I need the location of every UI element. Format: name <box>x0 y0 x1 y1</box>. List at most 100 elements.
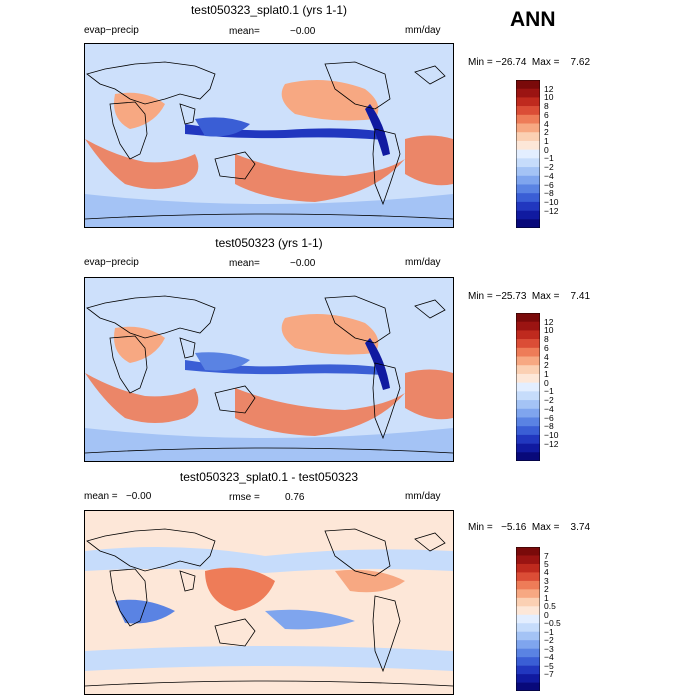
panel-2-map <box>84 277 454 462</box>
colorbar-tick-label: −5 <box>544 660 554 671</box>
panel-2-min-max: Min = −25.73 Max = 7.41 <box>468 291 591 302</box>
colorbar-swatch <box>516 114 540 124</box>
colorbar-tick-label: 2 <box>544 584 549 595</box>
panel-3-rmse-value: 0.76 <box>285 492 305 503</box>
colorbar-swatch <box>516 391 540 401</box>
colorbar-swatch <box>516 657 540 666</box>
colorbar-tick-label: −7 <box>544 669 554 680</box>
colorbar-tick-label: 4 <box>544 351 549 362</box>
colorbar-tick-label: −12 <box>544 205 559 216</box>
colorbar-swatch <box>516 106 540 116</box>
panel-2-colorbar-svg <box>515 312 541 462</box>
colorbar-swatch <box>516 373 540 383</box>
colorbar-tick-label: 4 <box>544 567 549 578</box>
colorbar-tick-label: 4 <box>544 118 549 129</box>
colorbar-swatch <box>516 408 540 418</box>
colorbar-tick-label: −8 <box>544 421 554 432</box>
colorbar-swatch <box>516 648 540 658</box>
panel-1-variable-label: evap−precip <box>84 25 139 36</box>
colorbar-tick-label: 10 <box>544 325 554 336</box>
colorbar-swatch <box>516 597 540 607</box>
colorbar-swatch <box>516 589 540 599</box>
colorbar-tick-label: −4 <box>544 652 554 663</box>
colorbar-swatch <box>516 210 540 220</box>
colorbar-tick-label: −1 <box>544 153 554 164</box>
colorbar-tick-label: −12 <box>544 438 559 449</box>
colorbar-swatch <box>516 434 540 444</box>
colorbar-swatch <box>516 321 540 331</box>
colorbar-swatch <box>516 665 540 675</box>
colorbar-swatch <box>516 123 540 133</box>
panel-2-coastlines <box>85 295 453 454</box>
panel-2-mean-value: −0.00 <box>290 258 316 269</box>
colorbar-swatch <box>516 97 540 107</box>
colorbar-tick-label: 0 <box>544 609 549 620</box>
panel-1-title: test050323_splat0.1 (yrs 1-1) <box>190 3 348 17</box>
colorbar-swatch <box>516 555 540 565</box>
panel-3-min-max: Min = −5.16 Max = 3.74 <box>468 522 591 533</box>
panel-3-colorbar <box>515 546 541 696</box>
colorbar-swatch <box>516 400 540 410</box>
colorbar-swatch <box>516 382 540 392</box>
panel-1-colorbar-svg <box>515 79 541 229</box>
panel-2-colorbar <box>515 312 541 466</box>
panel-2-title: test050323 (yrs 1-1) <box>215 236 323 250</box>
panel-1-colorbar <box>515 79 541 233</box>
colorbar-tick-label: −1 <box>544 386 554 397</box>
colorbar-swatch <box>516 674 540 683</box>
panel-1-mean-value: −0.00 <box>290 26 316 37</box>
colorbar-swatch <box>516 88 540 98</box>
colorbar-tick-label: 0.5 <box>544 601 556 612</box>
colorbar-swatch <box>516 193 540 203</box>
colorbar-tick-label: −1 <box>544 626 554 637</box>
season-label: ANN <box>510 8 556 31</box>
panel-3-colorbar-svg <box>515 546 541 692</box>
colorbar-swatch <box>516 426 540 436</box>
colorbar-tick-label: 5 <box>544 558 549 569</box>
colorbar-swatch <box>516 219 540 229</box>
panel-3-map-svg <box>85 511 453 694</box>
colorbar-tick-label: −4 <box>544 170 554 181</box>
colorbar-swatch <box>516 443 540 453</box>
colorbar-swatch <box>516 149 540 159</box>
colorbar-swatch <box>516 631 540 641</box>
panel-1-mean-label: mean= <box>229 26 260 37</box>
panel-1-min-max: Min = −26.74 Max = 7.62 <box>468 57 591 68</box>
colorbar-tick-label: −0.5 <box>544 618 561 629</box>
colorbar-swatch <box>516 158 540 168</box>
panel-2-variable-label: evap−precip <box>84 257 139 268</box>
colorbar-tick-label: 2 <box>544 127 549 138</box>
colorbar-tick-label: 6 <box>544 342 549 353</box>
colorbar-tick-label: −2 <box>544 162 554 173</box>
colorbar-tick-label: −4 <box>544 403 554 414</box>
colorbar-tick-label: 10 <box>544 92 554 103</box>
colorbar-tick-label: 0 <box>544 377 549 388</box>
panel-1-map <box>84 43 454 228</box>
colorbar-tick-label: 8 <box>544 101 549 112</box>
panel-3-coastlines <box>85 528 453 687</box>
panel-2-mean-label: mean= <box>229 258 260 269</box>
colorbar-swatch <box>516 417 540 427</box>
colorbar-tick-label: −6 <box>544 179 554 190</box>
colorbar-swatch <box>516 347 540 357</box>
colorbar-tick-label: −8 <box>544 188 554 199</box>
colorbar-swatch <box>516 563 540 573</box>
colorbar-swatch <box>516 682 540 692</box>
panel-3-units: mm/day <box>405 491 441 502</box>
colorbar-swatch <box>516 452 540 462</box>
panel-2-units: mm/day <box>405 257 441 268</box>
panel-1-coastlines <box>85 61 453 220</box>
colorbar-tick-label: 1 <box>544 135 549 146</box>
colorbar-swatch <box>516 572 540 582</box>
colorbar-tick-label: 6 <box>544 109 549 120</box>
colorbar-tick-label: 12 <box>544 316 554 327</box>
colorbar-tick-label: 12 <box>544 83 554 94</box>
panel-1-map-svg <box>85 44 453 227</box>
colorbar-swatch <box>516 330 540 340</box>
colorbar-swatch <box>516 547 540 556</box>
panel-3-mean-label: mean = −0.00 <box>84 491 152 502</box>
colorbar-swatch <box>516 140 540 150</box>
colorbar-tick-label: −10 <box>544 196 559 207</box>
colorbar-swatch <box>516 640 540 649</box>
colorbar-tick-label: −2 <box>544 395 554 406</box>
